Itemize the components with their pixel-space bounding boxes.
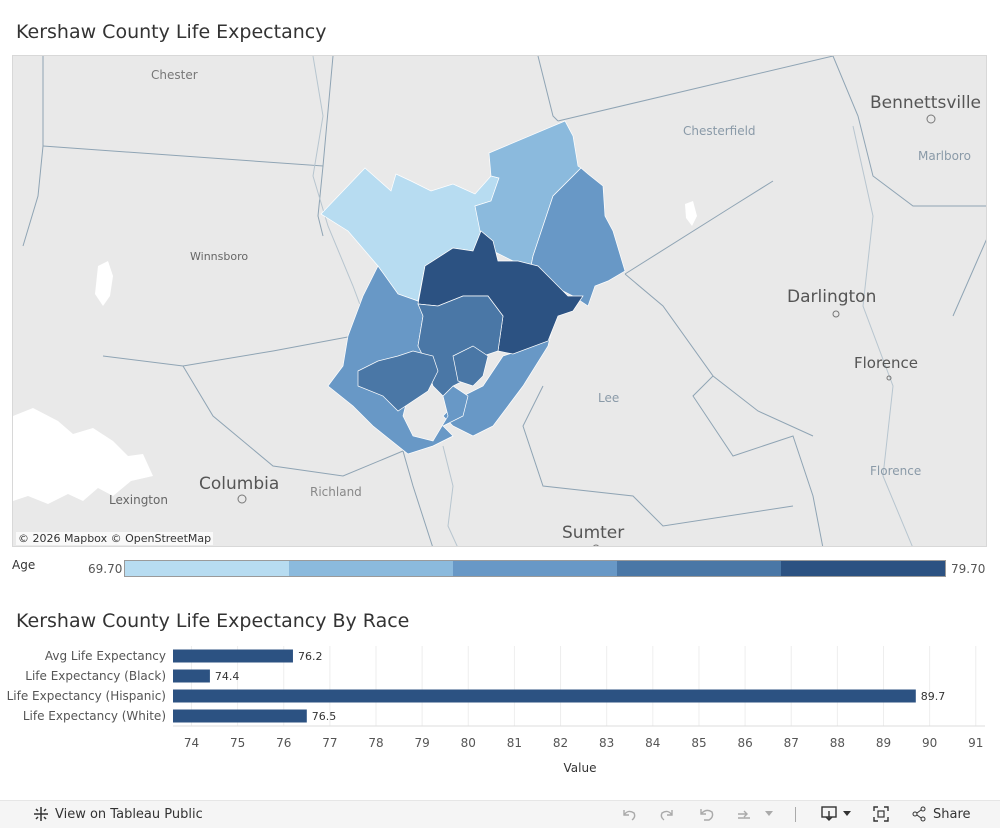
data-label-2: 89.7 xyxy=(921,690,946,703)
rivers xyxy=(312,56,913,546)
bar-0[interactable] xyxy=(173,649,293,663)
data-label-1: 74.4 xyxy=(215,670,240,683)
label-darlington: Darlington xyxy=(787,287,876,307)
tick-label-87: 87 xyxy=(784,736,799,750)
legend-min: 69.70 xyxy=(88,562,123,576)
undo-icon[interactable] xyxy=(620,805,638,823)
region-southwest-dark[interactable] xyxy=(357,350,439,412)
label-florence-county: Florence xyxy=(870,464,921,478)
tick-label-86: 86 xyxy=(737,736,752,750)
share-icon xyxy=(912,806,926,822)
label-lee: Lee xyxy=(598,391,619,405)
tableau-logo-icon xyxy=(34,807,48,821)
tick-label-90: 90 xyxy=(922,736,937,750)
view-on-tableau-link[interactable]: View on Tableau Public xyxy=(33,806,203,822)
map-title: Kershaw County Life Expectancy xyxy=(16,21,327,43)
tick-label-88: 88 xyxy=(830,736,845,750)
share-button[interactable]: Share xyxy=(911,806,971,822)
label-chesterfield: Chesterfield xyxy=(683,124,756,138)
label-marlboro: Marlboro xyxy=(918,149,971,163)
tick-label-79: 79 xyxy=(414,736,429,750)
region-east[interactable] xyxy=(530,167,626,307)
x-axis-title: Value xyxy=(564,761,597,775)
category-label-1: Life Expectancy (Black) xyxy=(25,669,166,683)
region-south-small[interactable] xyxy=(452,345,489,387)
tick-label-84: 84 xyxy=(645,736,660,750)
share-label: Share xyxy=(933,806,971,822)
label-richland: Richland xyxy=(310,485,362,499)
chart-title: Kershaw County Life Expectancy By Race xyxy=(16,610,410,632)
legend-max: 79.70 xyxy=(951,562,986,576)
label-bennettsville: Bennettsville xyxy=(870,93,981,113)
label-florence-city: Florence xyxy=(854,354,918,372)
label-lexington: Lexington xyxy=(109,493,168,507)
bar-chart[interactable]: Avg Life Expectancy 76.2 Life Expectancy (… xyxy=(0,640,1000,780)
tick-label-89: 89 xyxy=(876,736,891,750)
redo-icon[interactable] xyxy=(658,805,676,823)
map-attribution[interactable]: © 2026 Mapbox © OpenStreetMap xyxy=(16,532,214,545)
bar-2[interactable] xyxy=(173,689,916,703)
category-label-2: Life Expectancy (Hispanic) xyxy=(7,689,166,703)
tick-label-83: 83 xyxy=(599,736,614,750)
data-label-3: 76.5 xyxy=(312,710,337,723)
toolbar-separator xyxy=(795,807,796,822)
tick-label-82: 82 xyxy=(553,736,568,750)
category-label-3: Life Expectancy (White) xyxy=(23,709,166,723)
refresh-icon[interactable] xyxy=(735,805,753,823)
tick-label-85: 85 xyxy=(691,736,706,750)
category-label-0: Avg Life Expectancy xyxy=(45,649,166,663)
legend-swatch-3 xyxy=(453,561,617,576)
tick-label-77: 77 xyxy=(322,736,337,750)
fullscreen-icon[interactable] xyxy=(872,805,890,823)
view-on-tableau-label: View on Tableau Public xyxy=(55,806,203,822)
city-markers xyxy=(237,114,936,546)
data-label-0: 76.2 xyxy=(298,650,323,663)
label-sumter: Sumter xyxy=(562,523,624,543)
legend-title: Age xyxy=(12,558,36,572)
chevron-down-icon[interactable] xyxy=(764,810,774,818)
bar-3[interactable] xyxy=(173,709,307,723)
footer-toolbar: View on Tableau Public Share xyxy=(0,800,1000,828)
legend-swatch-1 xyxy=(125,561,289,576)
label-chester: Chester xyxy=(151,68,198,82)
lake-east xyxy=(685,201,697,226)
legend-swatch-4 xyxy=(617,561,781,576)
download-icon[interactable] xyxy=(820,805,840,823)
legend-swatch-5 xyxy=(781,561,945,576)
map-canvas[interactable]: Chester Winnsboro Columbia Lexington Ric… xyxy=(13,56,987,547)
kershaw-regions[interactable] xyxy=(320,120,626,455)
tick-label-76: 76 xyxy=(276,736,291,750)
legend-swatch-2 xyxy=(289,561,453,576)
download-chevron-icon[interactable] xyxy=(842,810,852,818)
tick-label-74: 74 xyxy=(184,736,199,750)
lake-north xyxy=(95,261,113,306)
tick-label-75: 75 xyxy=(230,736,245,750)
revert-icon[interactable] xyxy=(698,805,716,823)
label-winnsboro: Winnsboro xyxy=(190,250,248,263)
tick-label-78: 78 xyxy=(368,736,383,750)
label-columbia: Columbia xyxy=(199,474,279,494)
map-view[interactable]: Chester Winnsboro Columbia Lexington Ric… xyxy=(12,55,987,547)
lake-murray xyxy=(13,408,153,504)
tick-label-81: 81 xyxy=(507,736,522,750)
tick-label-80: 80 xyxy=(461,736,476,750)
tick-label-91: 91 xyxy=(968,736,983,750)
color-legend xyxy=(124,560,946,577)
bar-1[interactable] xyxy=(173,669,210,683)
county-boundaries xyxy=(22,56,986,546)
place-labels: Chester Winnsboro Columbia Lexington Ric… xyxy=(109,68,981,543)
